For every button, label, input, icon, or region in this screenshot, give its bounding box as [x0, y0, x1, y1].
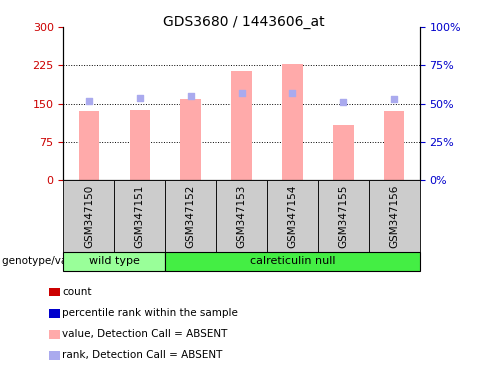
Text: GSM347150: GSM347150: [84, 184, 94, 248]
Bar: [384, 111, 405, 180]
Point: [187, 93, 195, 99]
Text: genotype/variation  ▶: genotype/variation ▶: [2, 256, 116, 266]
Text: GSM347156: GSM347156: [389, 184, 399, 248]
Text: percentile rank within the sample: percentile rank within the sample: [62, 308, 238, 318]
Text: GSM347151: GSM347151: [135, 184, 145, 248]
Text: count: count: [62, 287, 91, 297]
Bar: [231, 71, 252, 180]
Point: [238, 90, 245, 96]
Point: [136, 94, 143, 101]
Text: calreticulin null: calreticulin null: [250, 256, 335, 266]
Text: GSM347154: GSM347154: [287, 184, 298, 248]
Text: wild type: wild type: [89, 256, 140, 266]
Bar: [282, 64, 303, 180]
Point: [390, 96, 398, 102]
Text: GSM347155: GSM347155: [338, 184, 348, 248]
Point: [288, 90, 296, 96]
Point: [340, 99, 347, 105]
Text: GSM347153: GSM347153: [237, 184, 246, 248]
Bar: [79, 111, 99, 180]
Text: GDS3680 / 1443606_at: GDS3680 / 1443606_at: [163, 15, 325, 29]
Bar: [181, 99, 201, 180]
Text: value, Detection Call = ABSENT: value, Detection Call = ABSENT: [62, 329, 227, 339]
Bar: [333, 125, 353, 180]
Text: GSM347152: GSM347152: [185, 184, 196, 248]
Bar: [130, 110, 150, 180]
Text: rank, Detection Call = ABSENT: rank, Detection Call = ABSENT: [62, 350, 223, 360]
Point: [85, 98, 93, 104]
